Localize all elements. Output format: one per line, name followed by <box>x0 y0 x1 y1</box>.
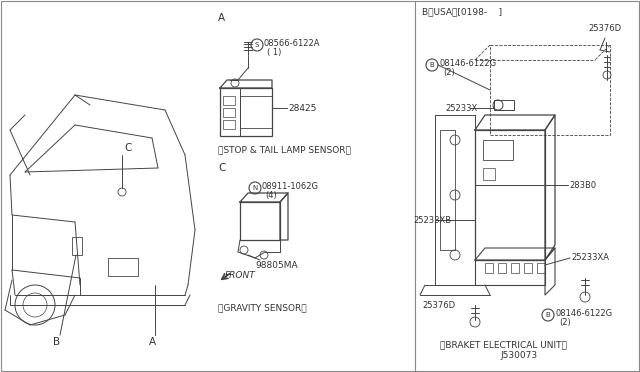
Bar <box>483 140 513 160</box>
Text: 283B0: 283B0 <box>569 180 596 189</box>
Text: 08566-6122A: 08566-6122A <box>264 38 321 48</box>
Text: (4): (4) <box>265 190 276 199</box>
Bar <box>220 88 272 136</box>
Bar <box>223 120 235 129</box>
Bar <box>524 263 532 273</box>
Text: ( 1): ( 1) <box>267 48 282 57</box>
Text: 25233X: 25233X <box>445 103 477 112</box>
Text: 08911-1062G: 08911-1062G <box>262 182 319 190</box>
Bar <box>483 168 495 180</box>
Bar <box>511 263 519 273</box>
Text: B: B <box>53 337 61 347</box>
Bar <box>537 263 545 273</box>
Bar <box>494 100 514 110</box>
Text: (2): (2) <box>559 317 571 327</box>
Text: B: B <box>546 312 550 318</box>
Bar <box>475 130 545 260</box>
Text: C: C <box>124 143 131 153</box>
Bar <box>498 263 506 273</box>
Bar <box>490 45 610 135</box>
Text: FRONT: FRONT <box>225 272 256 280</box>
Text: 08146-6122G: 08146-6122G <box>440 58 497 67</box>
Text: 〈BRAKET ELECTRICAL UNIT〉: 〈BRAKET ELECTRICAL UNIT〉 <box>440 340 567 350</box>
Text: 25233XA: 25233XA <box>571 253 609 263</box>
Text: C: C <box>218 163 225 173</box>
Bar <box>223 96 235 105</box>
Bar <box>475 260 545 285</box>
Text: N: N <box>252 185 258 191</box>
Text: 25233XB: 25233XB <box>413 215 451 224</box>
Text: 25376D: 25376D <box>422 301 455 310</box>
Bar <box>72 237 82 255</box>
Text: 25376D: 25376D <box>588 23 621 32</box>
Text: A: A <box>218 13 225 23</box>
Text: A: A <box>148 337 156 347</box>
Text: 98805MA: 98805MA <box>255 260 298 269</box>
Text: B: B <box>429 62 435 68</box>
Bar <box>108 258 138 276</box>
Text: J530073: J530073 <box>500 352 537 360</box>
Text: B〈USA〉[0198-    ]: B〈USA〉[0198- ] <box>422 7 502 16</box>
Bar <box>240 96 272 128</box>
Bar <box>240 202 280 240</box>
Bar <box>440 130 455 250</box>
Text: 28425: 28425 <box>288 103 316 112</box>
Text: 08146-6122G: 08146-6122G <box>556 308 613 317</box>
Bar <box>223 108 235 117</box>
Text: 〈STOP & TAIL LAMP SENSOR〉: 〈STOP & TAIL LAMP SENSOR〉 <box>218 145 351 154</box>
Bar <box>485 263 493 273</box>
Text: S: S <box>255 42 259 48</box>
Text: (2): (2) <box>443 67 455 77</box>
Text: 〈GRAVITY SENSOR〉: 〈GRAVITY SENSOR〉 <box>218 304 307 312</box>
